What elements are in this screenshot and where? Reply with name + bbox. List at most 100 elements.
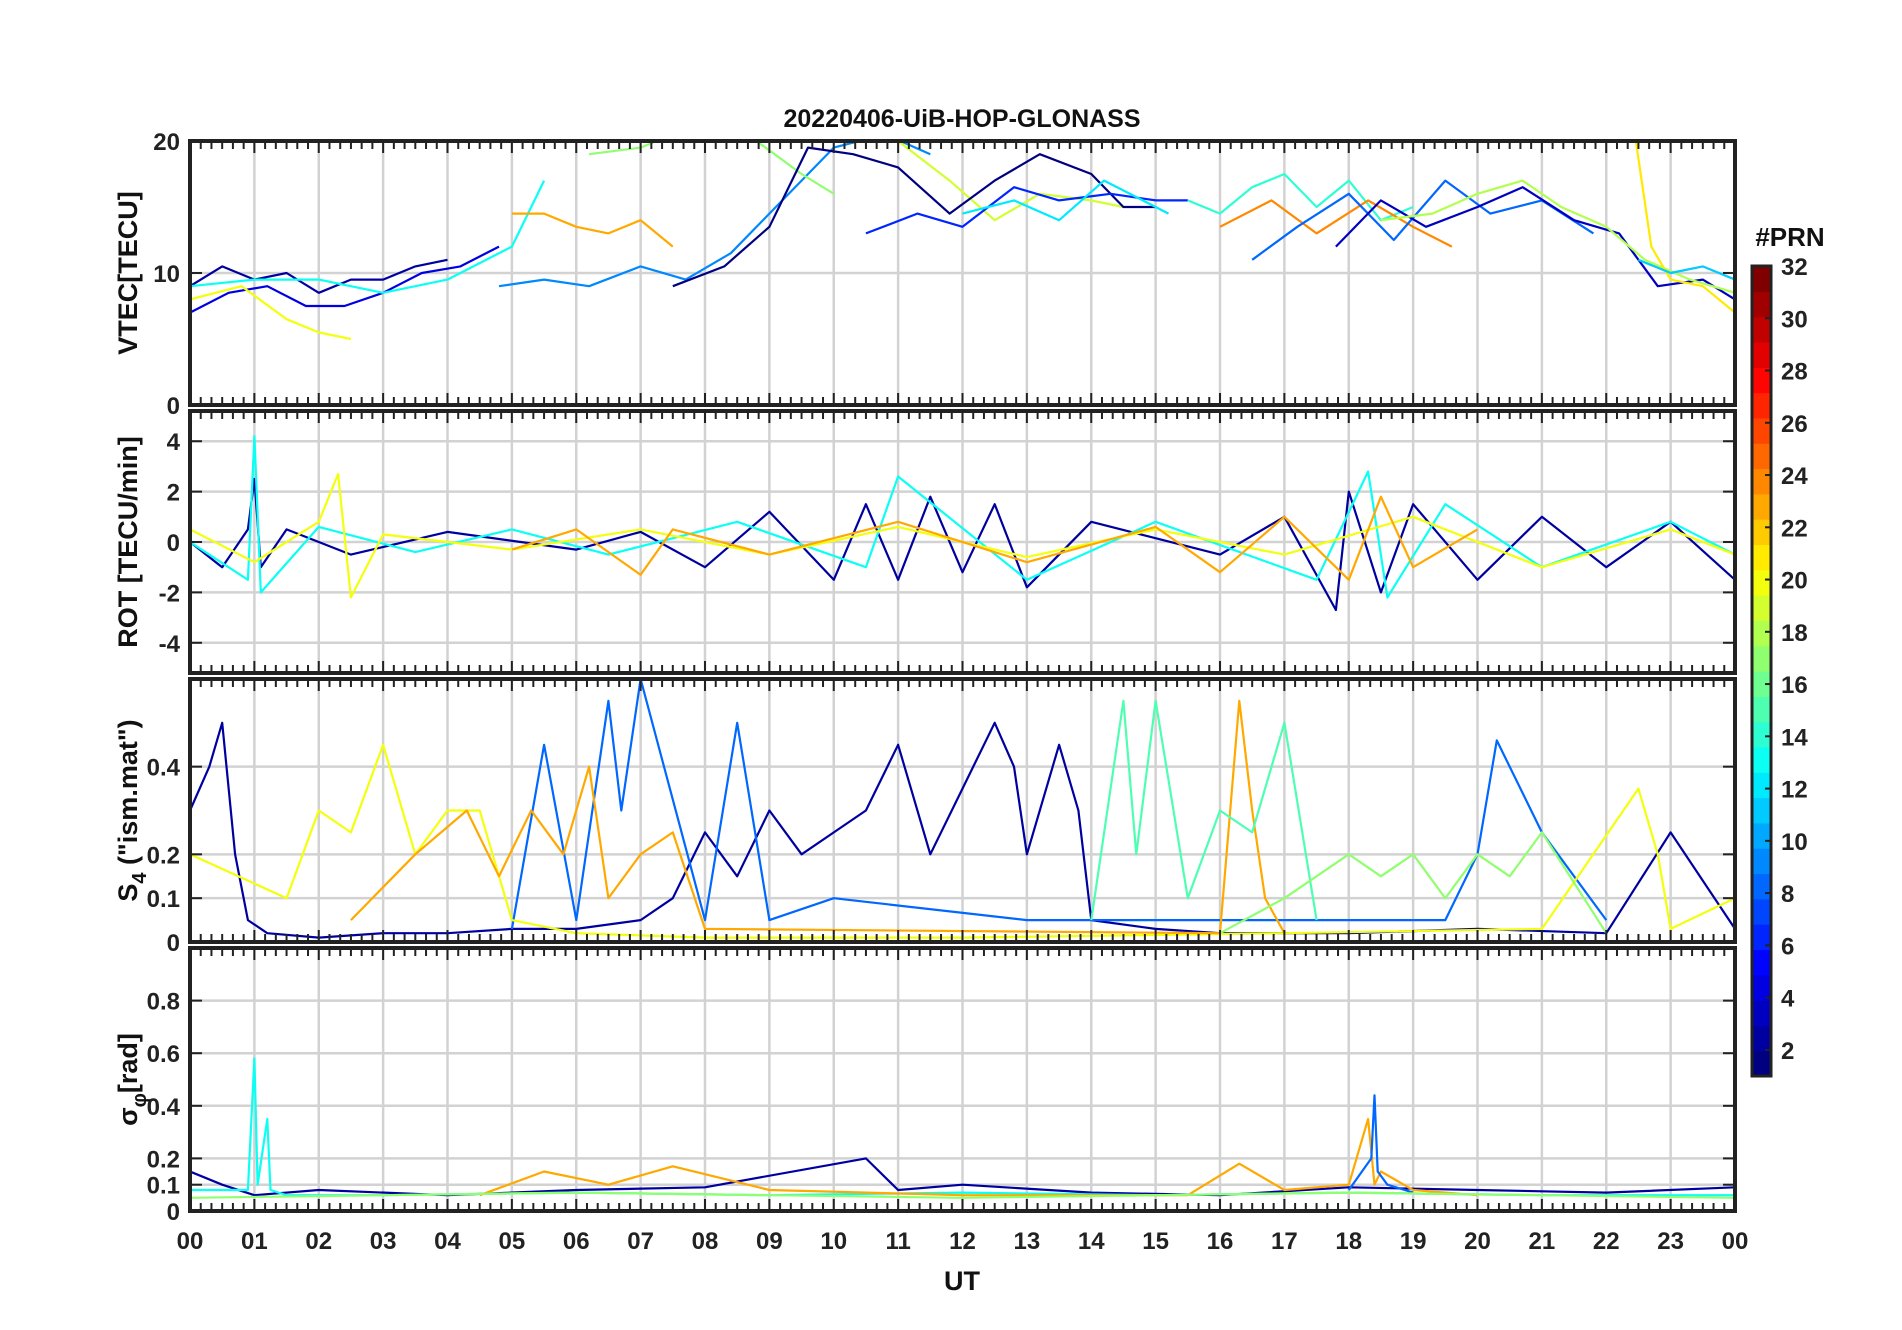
y-tick-label: 0 <box>167 1199 180 1226</box>
colorbar-swatch <box>1752 493 1771 520</box>
x-tick-label: 00 <box>1722 1228 1749 1255</box>
colorbar-swatch <box>1752 924 1771 951</box>
series-line-prn-2 <box>190 1157 1735 1197</box>
colorbar-swatch <box>1752 468 1771 495</box>
x-tick-label: 10 <box>820 1228 847 1255</box>
y-tick-label: 2 <box>167 480 180 507</box>
colorbar-tick-label: 14 <box>1781 724 1808 751</box>
y-axis-label: ROT [TECU/min] <box>113 436 143 647</box>
series-group <box>190 141 1735 341</box>
y-tick-label: 0.2 <box>147 1146 180 1173</box>
series-line-prn-17 <box>1219 831 1608 935</box>
series-line-prn-3 <box>1335 186 1735 301</box>
colorbar-swatch <box>1752 746 1771 773</box>
y-tick-label: -2 <box>159 580 180 607</box>
x-tick-label: 15 <box>1142 1228 1169 1255</box>
x-tick-label: 09 <box>756 1228 783 1255</box>
colorbar-swatch <box>1752 822 1771 849</box>
panel-rot: -4 -2 0 2 4 ROT [TECU/min] <box>113 409 1737 675</box>
y-tick-label: 0.6 <box>147 1041 180 1068</box>
colorbar-tick-label: 2 <box>1781 1038 1794 1065</box>
series-line-prn-23 <box>350 699 1286 935</box>
x-tick-label: 19 <box>1400 1228 1427 1255</box>
y-tick-label: -4 <box>159 631 181 658</box>
x-axis-label: UT <box>944 1266 980 1296</box>
series-line-prn-23 <box>511 212 674 248</box>
panel-s4: 0 0.1 0.2 0.4S4 ("ism.mat") <box>113 677 1737 957</box>
series-line-prn-21 <box>1634 141 1735 314</box>
axes-frame <box>188 677 1737 944</box>
series-line-prn-13 <box>190 180 546 294</box>
colorbar-tick-label: 4 <box>1781 986 1795 1013</box>
panel-vtec: 0 10 20 VTEC[TECU] <box>113 129 1737 420</box>
colorbar-swatch <box>1752 772 1771 799</box>
colorbar-swatch <box>1752 721 1771 748</box>
series-line-prn-23 <box>511 495 1479 581</box>
colorbar-swatch <box>1752 949 1771 976</box>
series-line-prn-17 <box>190 1191 1735 1199</box>
colorbar-tick-label: 32 <box>1781 254 1808 281</box>
series-line-prn-13 <box>190 435 1735 599</box>
colorbar-swatch <box>1752 1000 1771 1026</box>
y-tick-label: 4 <box>167 429 181 456</box>
colorbar-swatch <box>1752 367 1771 394</box>
y-tick-label: 0.2 <box>147 842 180 869</box>
x-tick-label: 05 <box>499 1228 526 1255</box>
series-line-prn-11 <box>1637 258 1735 281</box>
colorbar-swatch <box>1752 898 1771 925</box>
x-tick-labels: 00 01 02 03 04 05 06 07 08 09 10 11 12 13 14 15 16 17 18 19… <box>177 1228 1749 1255</box>
colorbar-swatch <box>1752 671 1771 697</box>
y-tick-label: 0 <box>167 530 180 557</box>
colorbar-swatch <box>1752 1050 1771 1077</box>
x-tick-label: 13 <box>1014 1228 1041 1255</box>
colorbar-swatch <box>1752 620 1771 647</box>
x-tick-label: 06 <box>563 1228 590 1255</box>
series-line-prn-14 <box>1187 172 1414 222</box>
x-tick-label: 23 <box>1657 1228 1684 1255</box>
colorbar-tick-label: 20 <box>1781 568 1808 595</box>
series-line-prn-4 <box>190 245 500 314</box>
series-line-prn-8 <box>510 679 1608 930</box>
x-tick-label: 12 <box>949 1228 976 1255</box>
x-tick-label: 03 <box>370 1228 397 1255</box>
y-tick-label: 0 <box>167 930 180 957</box>
series-line-prn-2 <box>190 258 448 294</box>
colorbar-tick-label: 8 <box>1781 881 1794 908</box>
x-tick-label: 07 <box>627 1228 654 1255</box>
y-tick-label: 0.8 <box>147 989 180 1016</box>
series-group <box>190 435 1735 612</box>
colorbar-tick-label: 28 <box>1781 359 1808 386</box>
y-axis-label: σφ[rad] <box>113 1033 151 1126</box>
colorbar-swatch <box>1752 797 1771 824</box>
colorbar-swatch <box>1752 1025 1771 1052</box>
colorbar-swatch <box>1752 392 1771 419</box>
series-line-prn-19 <box>672 141 1124 222</box>
series-line-prn-15 <box>1090 699 1318 921</box>
x-tick-label: 11 <box>885 1228 910 1255</box>
y-tick-label: 10 <box>153 261 180 288</box>
series-group <box>190 679 1735 939</box>
series-line-prn-9 <box>498 141 931 288</box>
colorbar-tick-label: 10 <box>1781 829 1808 856</box>
colorbar-swatch <box>1752 595 1771 621</box>
figure-title: 20220406-UiB-HOP-GLONASS <box>783 105 1140 133</box>
colorbar-tick-label: 22 <box>1781 515 1808 542</box>
colorbar-frame <box>1750 264 1773 1078</box>
series-line-prn-2 <box>190 721 1735 939</box>
colorbar-swatch <box>1752 443 1771 470</box>
x-tick-label: 04 <box>434 1228 461 1255</box>
colorbar-swatch <box>1752 873 1771 900</box>
axes-frame <box>188 139 1737 407</box>
series-line-prn-6 <box>865 186 1188 235</box>
colorbar-swatch <box>1752 569 1771 596</box>
colorbar-swatch <box>1752 974 1771 1001</box>
axes-frame <box>188 946 1737 1213</box>
y-axis-label: S4 ("ism.mat") <box>113 719 151 901</box>
x-tick-label: 18 <box>1335 1228 1362 1255</box>
colorbar-tick-label: 16 <box>1781 672 1808 699</box>
series-line-prn-12 <box>962 179 1170 222</box>
x-tick-label: 20 <box>1464 1228 1491 1255</box>
series-line-prn-2 <box>190 477 1735 612</box>
